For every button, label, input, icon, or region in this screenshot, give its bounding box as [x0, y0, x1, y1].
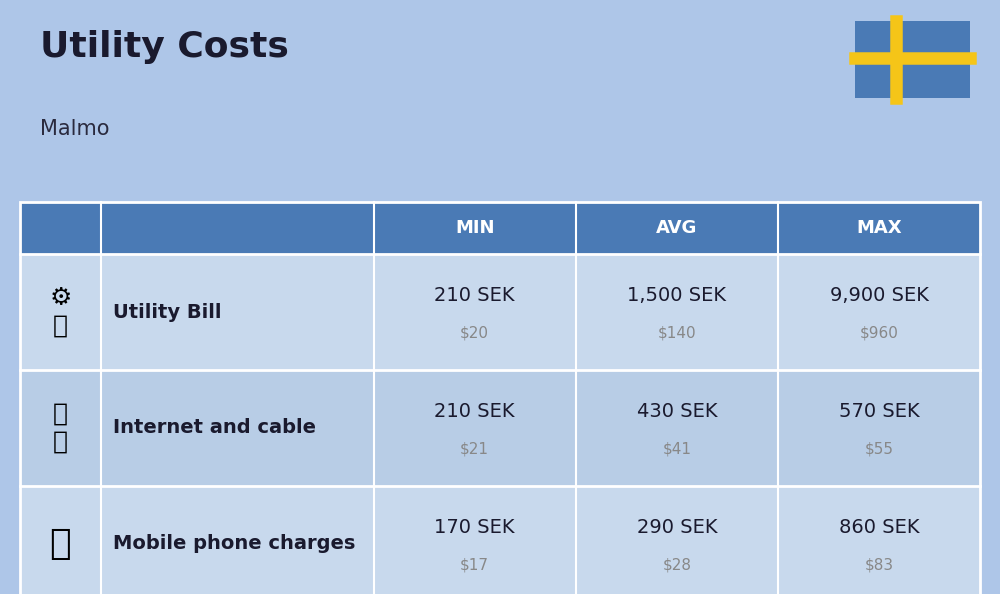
Bar	[855, 21, 970, 98]
Text: Internet and cable: Internet and cable	[113, 419, 316, 437]
Text: 210 SEK: 210 SEK	[434, 402, 515, 421]
Text: Utility Bill: Utility Bill	[113, 303, 221, 321]
Bar	[20, 202, 980, 254]
Text: $140: $140	[658, 326, 696, 340]
Text: 1,500 SEK: 1,500 SEK	[627, 286, 726, 305]
Text: $55: $55	[864, 441, 893, 456]
Text: AVG: AVG	[656, 219, 698, 237]
Text: Mobile phone charges: Mobile phone charges	[113, 535, 355, 553]
Text: $28: $28	[662, 557, 691, 572]
Text: 📶
🖥: 📶 🖥	[53, 402, 68, 454]
Text: 170 SEK: 170 SEK	[434, 518, 515, 536]
Text: 430 SEK: 430 SEK	[637, 402, 717, 421]
Bar	[20, 486, 980, 594]
Text: 210 SEK: 210 SEK	[434, 286, 515, 305]
Text: Malmo: Malmo	[40, 119, 110, 139]
Text: $20: $20	[460, 326, 489, 340]
Text: 📱: 📱	[50, 527, 71, 561]
Text: $960: $960	[860, 326, 898, 340]
Text: MAX: MAX	[856, 219, 902, 237]
Text: 290 SEK: 290 SEK	[637, 518, 717, 536]
Text: $17: $17	[460, 557, 489, 572]
Text: ⚙
🔌: ⚙ 🔌	[49, 286, 72, 338]
Bar	[20, 202, 980, 594]
Text: $21: $21	[460, 441, 489, 456]
Text: $83: $83	[864, 557, 894, 572]
Text: MIN: MIN	[455, 219, 494, 237]
Text: 570 SEK: 570 SEK	[839, 402, 919, 421]
Text: 860 SEK: 860 SEK	[839, 518, 919, 536]
Bar	[20, 254, 980, 370]
Bar	[20, 370, 980, 486]
Text: $41: $41	[662, 441, 691, 456]
Text: Utility Costs: Utility Costs	[40, 30, 289, 64]
Text: 9,900 SEK: 9,900 SEK	[830, 286, 928, 305]
